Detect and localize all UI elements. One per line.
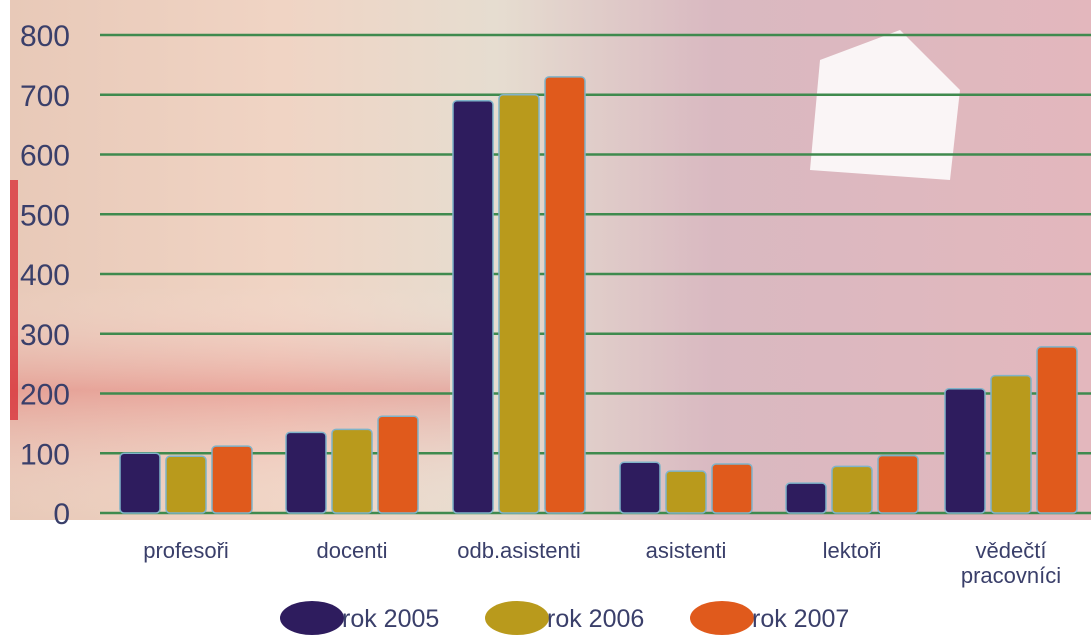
y-tick-label: 300 <box>20 319 70 352</box>
x-category-label: vědečtí <box>976 538 1047 563</box>
x-category-label: asistenti <box>646 538 727 563</box>
x-category-label: lektoři <box>823 538 882 563</box>
y-tick-label: 100 <box>20 438 70 471</box>
x-axis-category-labels: profesoři docenti odb.asistenti asistenti le… <box>143 538 1061 588</box>
y-tick-label: 700 <box>20 80 70 113</box>
bar <box>285 431 327 514</box>
legend-swatch <box>280 601 344 635</box>
bar <box>119 452 161 514</box>
y-tick-label: 600 <box>20 140 70 173</box>
x-category-label: docenti <box>317 538 388 563</box>
bar <box>211 445 253 514</box>
legend-label: rok 2007 <box>752 605 849 633</box>
legend-label: rok 2005 <box>342 605 439 633</box>
bar <box>165 455 207 514</box>
bar <box>377 415 419 514</box>
bar <box>498 94 540 514</box>
bar <box>711 463 753 514</box>
legend: rok 2005 rok 2006 rok 2007 <box>280 601 849 635</box>
x-category-label: odb.asistenti <box>457 538 581 563</box>
y-tick-label: 200 <box>20 379 70 412</box>
bar <box>877 454 919 514</box>
bar <box>785 482 827 514</box>
x-category-label: profesoři <box>143 538 229 563</box>
bar <box>452 99 494 514</box>
legend-swatch <box>690 601 754 635</box>
gridlines <box>100 33 1091 515</box>
bar <box>665 470 707 514</box>
bar <box>1036 346 1078 514</box>
bar <box>619 461 661 514</box>
bar <box>944 387 986 514</box>
y-axis-tick-labels: 0 100 200 300 400 500 600 700 800 <box>20 20 70 531</box>
bar <box>831 465 873 514</box>
bars <box>119 76 1078 514</box>
y-tick-label: 400 <box>20 259 70 292</box>
x-category-label: pracovníci <box>961 563 1061 588</box>
bar <box>331 428 373 514</box>
bar <box>544 76 586 514</box>
bar <box>990 374 1032 514</box>
legend-swatch <box>485 601 549 635</box>
legend-label: rok 2006 <box>547 605 644 633</box>
y-tick-label: 500 <box>20 199 70 232</box>
y-tick-label: 800 <box>20 20 70 53</box>
y-tick-label: 0 <box>53 498 70 531</box>
